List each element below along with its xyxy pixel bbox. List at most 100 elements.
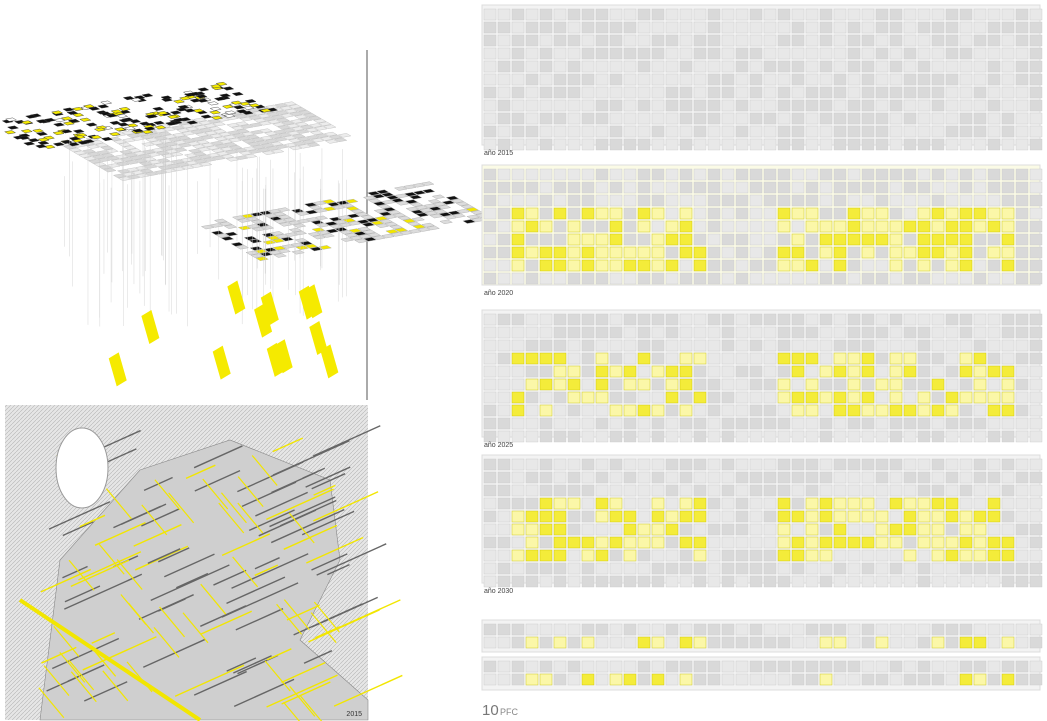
cell: [861, 549, 875, 562]
cell: [987, 73, 1001, 86]
cell: [623, 181, 637, 194]
main-avenue: [18, 598, 202, 721]
tile: [222, 86, 235, 91]
tile: [362, 195, 377, 201]
cell: [707, 220, 721, 233]
cell: [805, 575, 819, 588]
tile: [213, 129, 227, 134]
cell: [721, 34, 735, 47]
cell: [945, 523, 959, 536]
cell: [609, 125, 623, 138]
cell: [497, 352, 511, 365]
cell: [483, 673, 497, 686]
cell: [833, 112, 847, 125]
cell: [931, 404, 945, 417]
cell: [693, 326, 707, 339]
cell: [637, 458, 651, 471]
cell: [665, 458, 679, 471]
cell: [651, 181, 665, 194]
cell: [553, 34, 567, 47]
tile: [438, 212, 453, 217]
cell: [805, 365, 819, 378]
cell: [693, 404, 707, 417]
cell: [861, 378, 875, 391]
cell: [973, 636, 987, 649]
cell: [511, 168, 525, 181]
cell: [707, 60, 721, 73]
cell: [749, 233, 763, 246]
cell: [679, 21, 693, 34]
cell: [497, 21, 511, 34]
tile: [231, 125, 245, 131]
cell: [987, 458, 1001, 471]
tile: [206, 152, 221, 158]
cell: [763, 34, 777, 47]
cell: [651, 636, 665, 649]
tile: [450, 198, 465, 204]
cell: [693, 207, 707, 220]
cell: [637, 34, 651, 47]
cell: [931, 623, 945, 636]
tile: [405, 206, 420, 212]
cell: [889, 660, 903, 673]
cell: [889, 246, 903, 259]
cell: [1029, 339, 1043, 352]
tile: [428, 206, 443, 211]
cell: [749, 168, 763, 181]
cell: [889, 259, 903, 272]
cell: [651, 510, 665, 523]
tile: [209, 223, 224, 228]
tile: [210, 141, 224, 146]
street: [194, 469, 241, 492]
tile: [60, 129, 73, 134]
tile: [215, 151, 230, 156]
cell: [1015, 497, 1029, 510]
cell: [665, 313, 679, 326]
cell: [903, 246, 917, 259]
cell: [581, 510, 595, 523]
strip-label: año 2020: [484, 290, 513, 297]
tile: [160, 146, 174, 151]
cell: [637, 636, 651, 649]
tile: [201, 142, 215, 148]
tile: [224, 110, 237, 115]
cell: [623, 339, 637, 352]
cell: [1001, 34, 1015, 47]
cell: [833, 536, 847, 549]
tile: [200, 135, 214, 140]
tile: [358, 234, 372, 239]
tile: [120, 157, 134, 162]
cell: [777, 326, 791, 339]
tile: [101, 153, 115, 158]
tile: [194, 125, 208, 130]
cell: [959, 112, 973, 125]
cell: [609, 47, 623, 60]
cell: [973, 21, 987, 34]
cell: [819, 623, 833, 636]
cell: [623, 430, 637, 443]
cell: [931, 458, 945, 471]
street: [235, 608, 284, 631]
cell: [679, 365, 693, 378]
cell: [805, 73, 819, 86]
street: [41, 646, 77, 664]
cell: [651, 207, 665, 220]
cell: [679, 207, 693, 220]
cell: [623, 417, 637, 430]
cell: [637, 207, 651, 220]
cell: [511, 207, 525, 220]
cell: [609, 523, 623, 536]
cell: [567, 458, 581, 471]
cell: [903, 194, 917, 207]
tile: [171, 166, 186, 172]
cell: [763, 181, 777, 194]
tile: [356, 219, 371, 224]
tile: [79, 117, 92, 122]
cell: [497, 246, 511, 259]
cell: [931, 8, 945, 21]
cell: [525, 313, 539, 326]
cell: [931, 523, 945, 536]
cell: [1015, 99, 1029, 112]
cell: [651, 352, 665, 365]
cell: [889, 575, 903, 588]
